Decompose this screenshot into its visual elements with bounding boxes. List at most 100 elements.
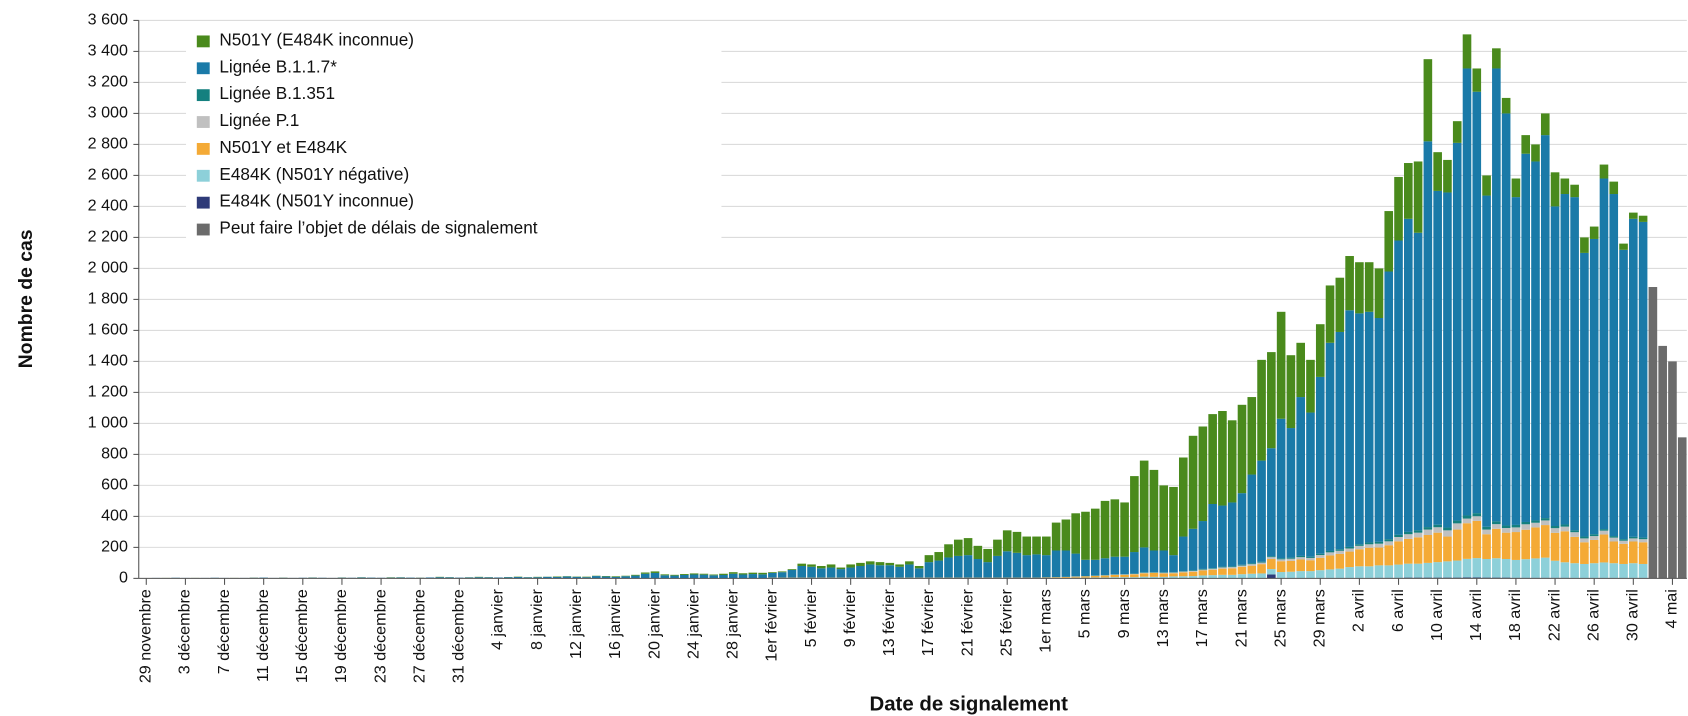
bar-segment	[1355, 549, 1364, 567]
bar-segment	[1570, 184, 1579, 198]
bar-segment	[699, 573, 709, 575]
bar-segment	[1550, 532, 1560, 561]
bar-segment	[1472, 91, 1482, 514]
bar-segment	[1355, 545, 1364, 550]
bar-segment	[1492, 524, 1501, 529]
bar-segment	[1306, 571, 1315, 579]
bar-segment	[513, 576, 523, 579]
bar-segment	[748, 574, 758, 579]
bar-segment	[1511, 532, 1521, 560]
bar-segment	[1589, 226, 1599, 239]
bar-segment	[1511, 524, 1521, 528]
bar-segment	[503, 577, 513, 579]
bar-segment	[1002, 551, 1012, 578]
bar-segment	[953, 555, 963, 578]
legend-swatch	[196, 223, 210, 236]
bar-segment	[680, 574, 689, 575]
bar-segment	[1315, 553, 1325, 555]
legend-label: E484K (N501Y inconnue)	[219, 191, 414, 211]
bar-segment	[1560, 194, 1570, 525]
bar-segment	[1345, 567, 1354, 578]
bar-segment	[1247, 564, 1257, 566]
bar-segment	[1276, 561, 1286, 573]
bar-segment	[1071, 553, 1080, 577]
bar-segment	[1452, 560, 1462, 578]
bar-segment	[1120, 577, 1129, 579]
bar-segment	[1501, 528, 1511, 533]
bar-segment	[787, 569, 797, 570]
x-tick-label: 9 mars	[1115, 589, 1133, 638]
bar-segment	[1130, 552, 1139, 574]
bar-segment	[572, 576, 582, 579]
bar-segment	[1531, 161, 1540, 521]
legend-swatch	[196, 196, 210, 209]
bar-segment	[1100, 575, 1110, 578]
bar-segment	[660, 575, 670, 579]
bar-segment	[1169, 572, 1178, 574]
y-tick-label: 0	[119, 569, 128, 587]
bar-segment	[1531, 527, 1540, 559]
bar-segment	[1609, 541, 1619, 564]
legend-swatch	[196, 89, 210, 102]
bar-segment	[768, 572, 777, 573]
y-tick-label: 1 400	[88, 352, 128, 370]
bar-segment	[1492, 68, 1501, 522]
bar-segment	[826, 567, 836, 578]
bar-segment	[1198, 570, 1208, 576]
bar-segment	[552, 576, 562, 579]
bar-segment	[621, 576, 630, 579]
bar-segment	[1472, 520, 1482, 559]
bar-segment	[1540, 520, 1550, 526]
bar-segment	[1384, 541, 1394, 546]
bar-segment	[1531, 144, 1540, 162]
bar-segment	[758, 572, 767, 575]
bar-segment	[1325, 552, 1335, 556]
bar-segment	[631, 575, 640, 579]
bar-segment	[1110, 577, 1120, 579]
bar-segment	[1169, 486, 1178, 556]
bar-segment	[1619, 543, 1628, 564]
bar-segment	[807, 566, 816, 578]
x-tick-label: 6 avril	[1389, 589, 1407, 632]
bar-segment	[1521, 135, 1531, 154]
bar-segment	[1090, 575, 1100, 578]
bar-segment	[1589, 238, 1599, 535]
bar-segment	[1560, 524, 1570, 527]
bar-segment	[1511, 527, 1521, 533]
x-tick-label: 30 avril	[1624, 589, 1642, 641]
x-tick-label: 11 décembre	[254, 589, 272, 682]
bar-segment	[1570, 532, 1579, 537]
bar-segment	[1012, 531, 1022, 553]
y-tick-label: 3 600	[88, 11, 128, 29]
bar-segment	[1081, 576, 1090, 578]
bar-segment	[1501, 559, 1511, 578]
bar-segment	[1227, 568, 1237, 575]
bar-segment	[1208, 568, 1217, 570]
bar-segment	[1668, 361, 1677, 579]
bar-segment	[719, 574, 728, 579]
bar-segment	[1159, 573, 1169, 577]
bar-segment	[1110, 556, 1120, 575]
legend-label: E484K (N501Y négative)	[219, 164, 409, 184]
bar-segment	[543, 576, 552, 579]
y-tick-label: 3 400	[88, 42, 128, 60]
bar-segment	[1267, 556, 1276, 558]
bar-segment	[1540, 135, 1550, 519]
bar-segment	[1531, 520, 1540, 523]
bar-segment	[1315, 554, 1325, 558]
y-tick-label: 400	[101, 507, 128, 525]
bar-segment	[1042, 536, 1051, 556]
bar-segment	[1394, 541, 1403, 565]
bar-segment	[895, 564, 904, 567]
bar-segment	[1355, 566, 1364, 578]
bar-segment	[1462, 34, 1472, 69]
bar-segment	[1257, 564, 1266, 574]
bar-segment	[1433, 527, 1442, 533]
y-tick-label: 800	[101, 445, 128, 463]
x-tick-label: 20 janvier	[645, 589, 663, 659]
bar-segment	[1629, 541, 1638, 564]
bar-segment	[523, 577, 533, 579]
bar-segment	[1589, 536, 1599, 540]
bar-segment	[1345, 546, 1354, 549]
x-tick-label: 28 janvier	[724, 589, 742, 659]
